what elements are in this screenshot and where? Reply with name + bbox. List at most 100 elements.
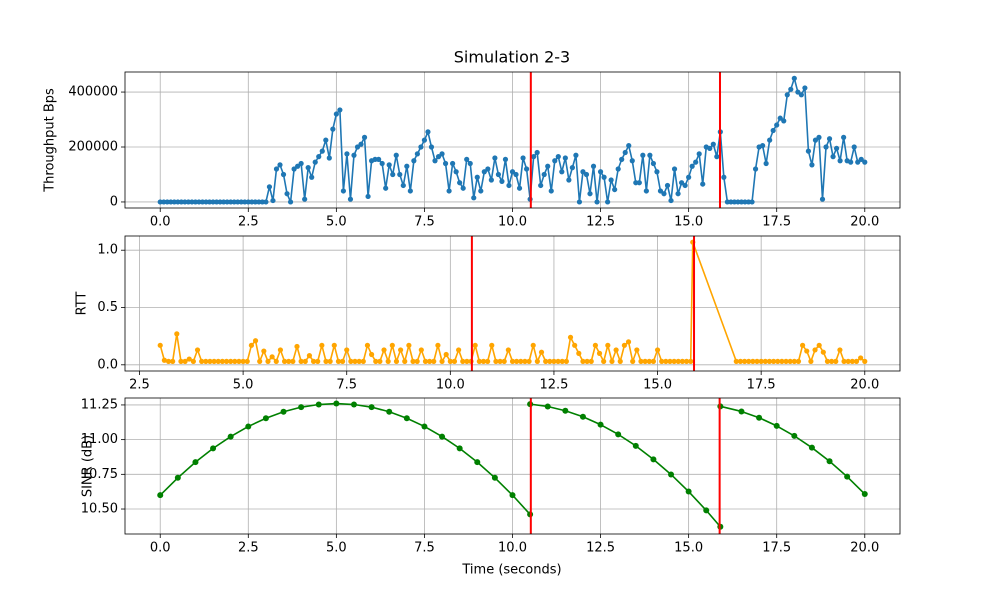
data-point	[783, 358, 789, 364]
data-point	[211, 358, 217, 364]
data-point	[373, 358, 379, 364]
data-point	[567, 334, 574, 340]
data-point	[632, 442, 639, 449]
data-point	[643, 188, 649, 194]
data-point	[265, 358, 271, 364]
x-tick-label: 15.0	[674, 541, 703, 556]
data-point	[601, 358, 607, 364]
data-point	[587, 191, 593, 197]
data-point	[407, 188, 413, 194]
x-tick-label: 0.0	[150, 541, 171, 556]
data-point	[784, 92, 790, 98]
data-point	[737, 358, 744, 364]
y-tick-label: 11.00	[81, 432, 118, 447]
data-point	[663, 358, 669, 364]
data-point	[280, 408, 287, 415]
data-point	[647, 152, 653, 158]
data-point	[613, 347, 619, 353]
data-point	[668, 197, 674, 204]
data-point	[397, 171, 403, 178]
data-point	[174, 474, 181, 481]
data-point	[495, 171, 502, 178]
data-point	[402, 358, 408, 364]
data-point	[488, 177, 494, 183]
data-point	[650, 358, 657, 364]
data-point	[492, 155, 498, 161]
data-point	[350, 401, 357, 408]
data-point	[290, 358, 296, 364]
data-point	[460, 185, 466, 191]
data-point	[629, 158, 635, 164]
data-point	[476, 358, 482, 364]
data-point	[809, 162, 815, 168]
x-tick-label: 12.5	[539, 378, 568, 393]
data-point	[347, 196, 354, 202]
data-point	[428, 144, 435, 150]
x-tick-label: 17.5	[747, 378, 776, 393]
data-point	[431, 358, 437, 364]
x-tick-label: 12.5	[586, 215, 615, 230]
y-axis-label: Throughput Bps	[43, 88, 58, 193]
data-point	[650, 160, 657, 167]
data-point	[588, 358, 594, 364]
data-point	[502, 156, 509, 162]
data-point	[650, 456, 657, 463]
data-point	[337, 107, 343, 113]
data-point	[689, 163, 695, 169]
data-point	[464, 358, 470, 364]
data-point	[485, 358, 491, 364]
data-point	[756, 414, 763, 421]
y-tick-label: 11.25	[81, 397, 118, 412]
data-point	[791, 75, 797, 81]
data-point	[352, 358, 358, 364]
data-point	[688, 358, 694, 364]
data-point	[795, 89, 801, 95]
data-point	[446, 188, 452, 194]
data-point	[393, 152, 399, 158]
data-line	[159, 241, 866, 363]
data-point	[787, 358, 793, 364]
data-point	[522, 358, 528, 364]
data-point	[316, 154, 322, 160]
data-point	[439, 433, 446, 440]
data-point	[746, 358, 752, 364]
data-point	[853, 358, 860, 364]
data-point	[266, 184, 273, 190]
data-point	[770, 127, 776, 134]
data-point	[862, 358, 868, 364]
data-point	[551, 358, 557, 364]
data-point	[804, 348, 810, 354]
y-tick-label: 0	[110, 194, 118, 209]
data-point	[594, 199, 600, 205]
data-point	[194, 347, 201, 353]
data-point	[538, 182, 544, 189]
data-point	[505, 347, 511, 353]
data-point	[456, 445, 463, 452]
data-point	[671, 166, 678, 172]
data-point	[812, 137, 819, 143]
data-point	[351, 152, 357, 158]
y-tick-label: 1.0	[97, 243, 118, 258]
data-point	[333, 111, 339, 117]
x-tick-label: 17.5	[762, 215, 791, 230]
data-point	[207, 358, 213, 364]
data-point	[439, 358, 445, 364]
data-point	[750, 358, 756, 364]
data-point	[767, 137, 773, 143]
data-point	[773, 422, 780, 429]
data-point	[791, 358, 797, 364]
data-point	[580, 358, 586, 364]
data-point	[855, 159, 861, 165]
x-tick-label: 2.5	[238, 541, 259, 556]
data-point	[315, 358, 321, 364]
data-point	[252, 338, 259, 344]
data-point	[795, 358, 802, 364]
data-point	[572, 342, 578, 348]
data-point	[435, 154, 442, 160]
data-point	[368, 404, 375, 411]
data-point	[661, 191, 667, 197]
data-point	[738, 408, 745, 415]
data-point	[165, 358, 172, 364]
data-point	[657, 188, 664, 194]
data-point	[678, 180, 685, 186]
